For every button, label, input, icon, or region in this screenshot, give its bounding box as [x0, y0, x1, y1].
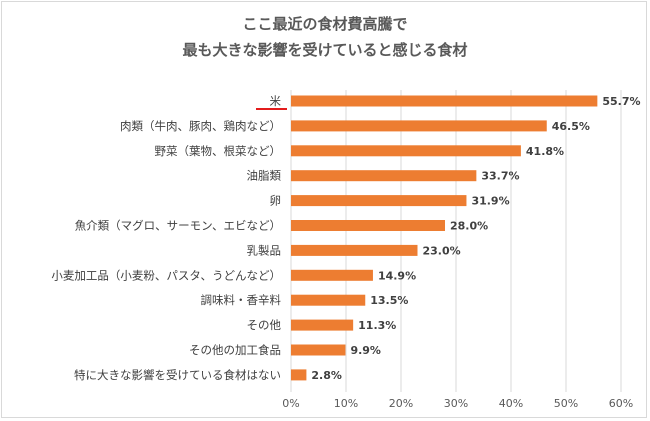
x-tick-label: 10%: [334, 397, 358, 410]
bar: [291, 294, 366, 306]
category-label: 乳製品: [247, 243, 282, 257]
data-label: 11.3%: [358, 319, 396, 332]
x-tick-label: 60%: [609, 397, 633, 410]
data-label: 55.7%: [602, 95, 640, 108]
data-label: 9.9%: [350, 344, 381, 357]
bar: [291, 244, 418, 256]
x-tick-label: 50%: [554, 397, 578, 410]
category-label: 調味料・香辛料: [201, 293, 282, 307]
category-label: 野菜（葉物、根菜など）: [155, 144, 282, 158]
x-tick-label: 20%: [389, 397, 413, 410]
category-label: 卵: [270, 194, 282, 208]
category-label: 米: [270, 94, 282, 108]
data-label: 28.0%: [450, 220, 488, 233]
chart-title-line-1: ここ最近の食材費高騰で: [242, 15, 408, 33]
bar: [291, 195, 467, 207]
data-label: 33.7%: [481, 170, 519, 183]
x-tick-label: 0%: [282, 397, 299, 410]
data-label: 31.9%: [471, 195, 509, 208]
bar: [291, 120, 547, 132]
bar: [291, 319, 354, 331]
bar: [291, 344, 346, 356]
category-label: 肉類（牛肉、豚肉、鶏肉など）: [120, 119, 281, 133]
bar: [291, 95, 598, 107]
data-label: 23.0%: [423, 244, 461, 257]
bar: [291, 145, 521, 157]
bar: [291, 220, 445, 231]
category-label: 特に大きな影響を受けている食材はない: [74, 368, 281, 382]
x-tick-label: 40%: [499, 397, 523, 410]
data-label: 41.8%: [526, 145, 564, 158]
bar: [291, 369, 307, 381]
x-tick-label: 30%: [444, 397, 468, 410]
chart-title-line-2: 最も大きな影響を受けていると感じる食材: [182, 41, 468, 59]
data-label: 13.5%: [370, 294, 408, 307]
bar: [291, 269, 373, 281]
category-label: その他: [247, 318, 282, 332]
category-label: 小麦加工品（小麦粉、パスタ、うどんなど）: [51, 268, 281, 282]
data-label: 14.9%: [378, 269, 416, 282]
category-label: 油脂類: [247, 169, 282, 183]
data-label: 46.5%: [552, 120, 590, 133]
bar: [291, 170, 477, 182]
category-label: 魚介類（マグロ、サーモン、エビなど）: [75, 219, 281, 233]
data-label: 2.8%: [311, 369, 342, 382]
category-label: その他の加工食品: [189, 343, 281, 357]
